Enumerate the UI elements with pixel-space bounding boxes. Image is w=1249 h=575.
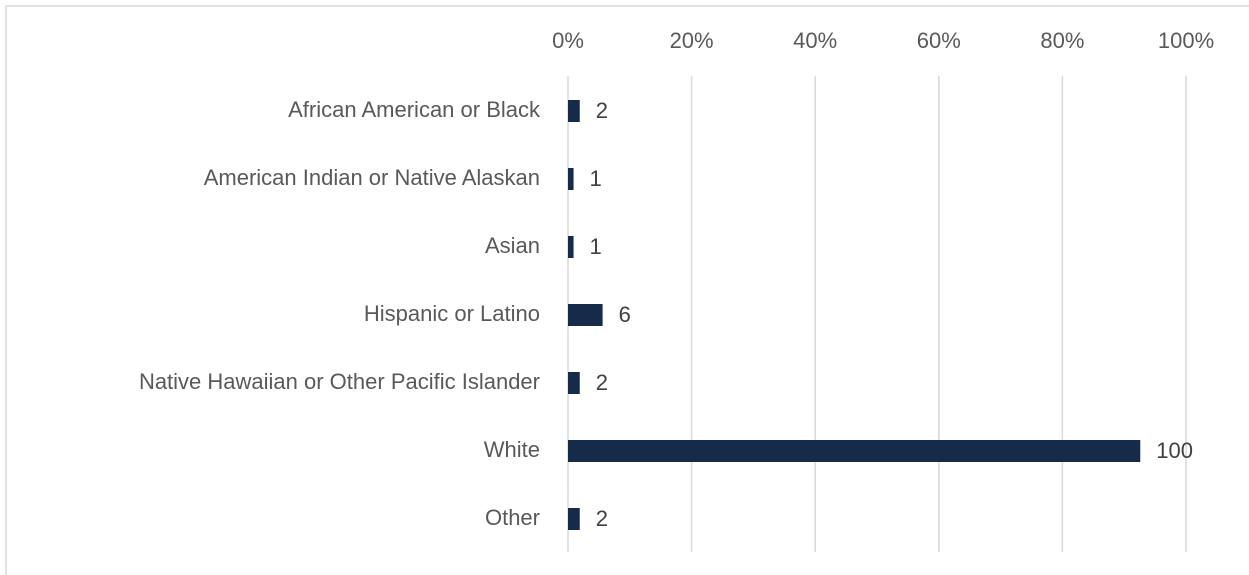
y-tick-label: American Indian or Native Alaskan: [204, 165, 540, 190]
value-label: 2: [596, 370, 608, 395]
y-tick-label: Asian: [485, 233, 540, 258]
bar: [568, 304, 603, 326]
bar: [568, 440, 1141, 462]
x-tick-label: 60%: [917, 28, 961, 53]
bar: [568, 100, 580, 122]
y-tick-label: African American or Black: [288, 97, 541, 122]
y-tick-label: Other: [485, 505, 540, 530]
y-tick-label: Hispanic or Latino: [364, 301, 540, 326]
x-tick-label: 100%: [1158, 28, 1214, 53]
value-label: 1: [590, 166, 602, 191]
bar: [568, 236, 574, 258]
value-label: 100: [1156, 438, 1193, 463]
x-tick-label: 0%: [552, 28, 584, 53]
value-label: 2: [596, 98, 608, 123]
value-label: 1: [590, 234, 602, 259]
y-tick-label: Native Hawaiian or Other Pacific Islande…: [139, 369, 540, 394]
x-tick-label: 20%: [670, 28, 714, 53]
value-label: 6: [619, 302, 631, 327]
chart-border: [5, 5, 1249, 575]
bar: [568, 168, 574, 190]
bar: [568, 508, 580, 530]
value-label: 2: [596, 506, 608, 531]
y-tick-label: White: [484, 437, 540, 462]
x-tick-label: 40%: [793, 28, 837, 53]
bar: [568, 372, 580, 394]
x-tick-label: 80%: [1040, 28, 1084, 53]
